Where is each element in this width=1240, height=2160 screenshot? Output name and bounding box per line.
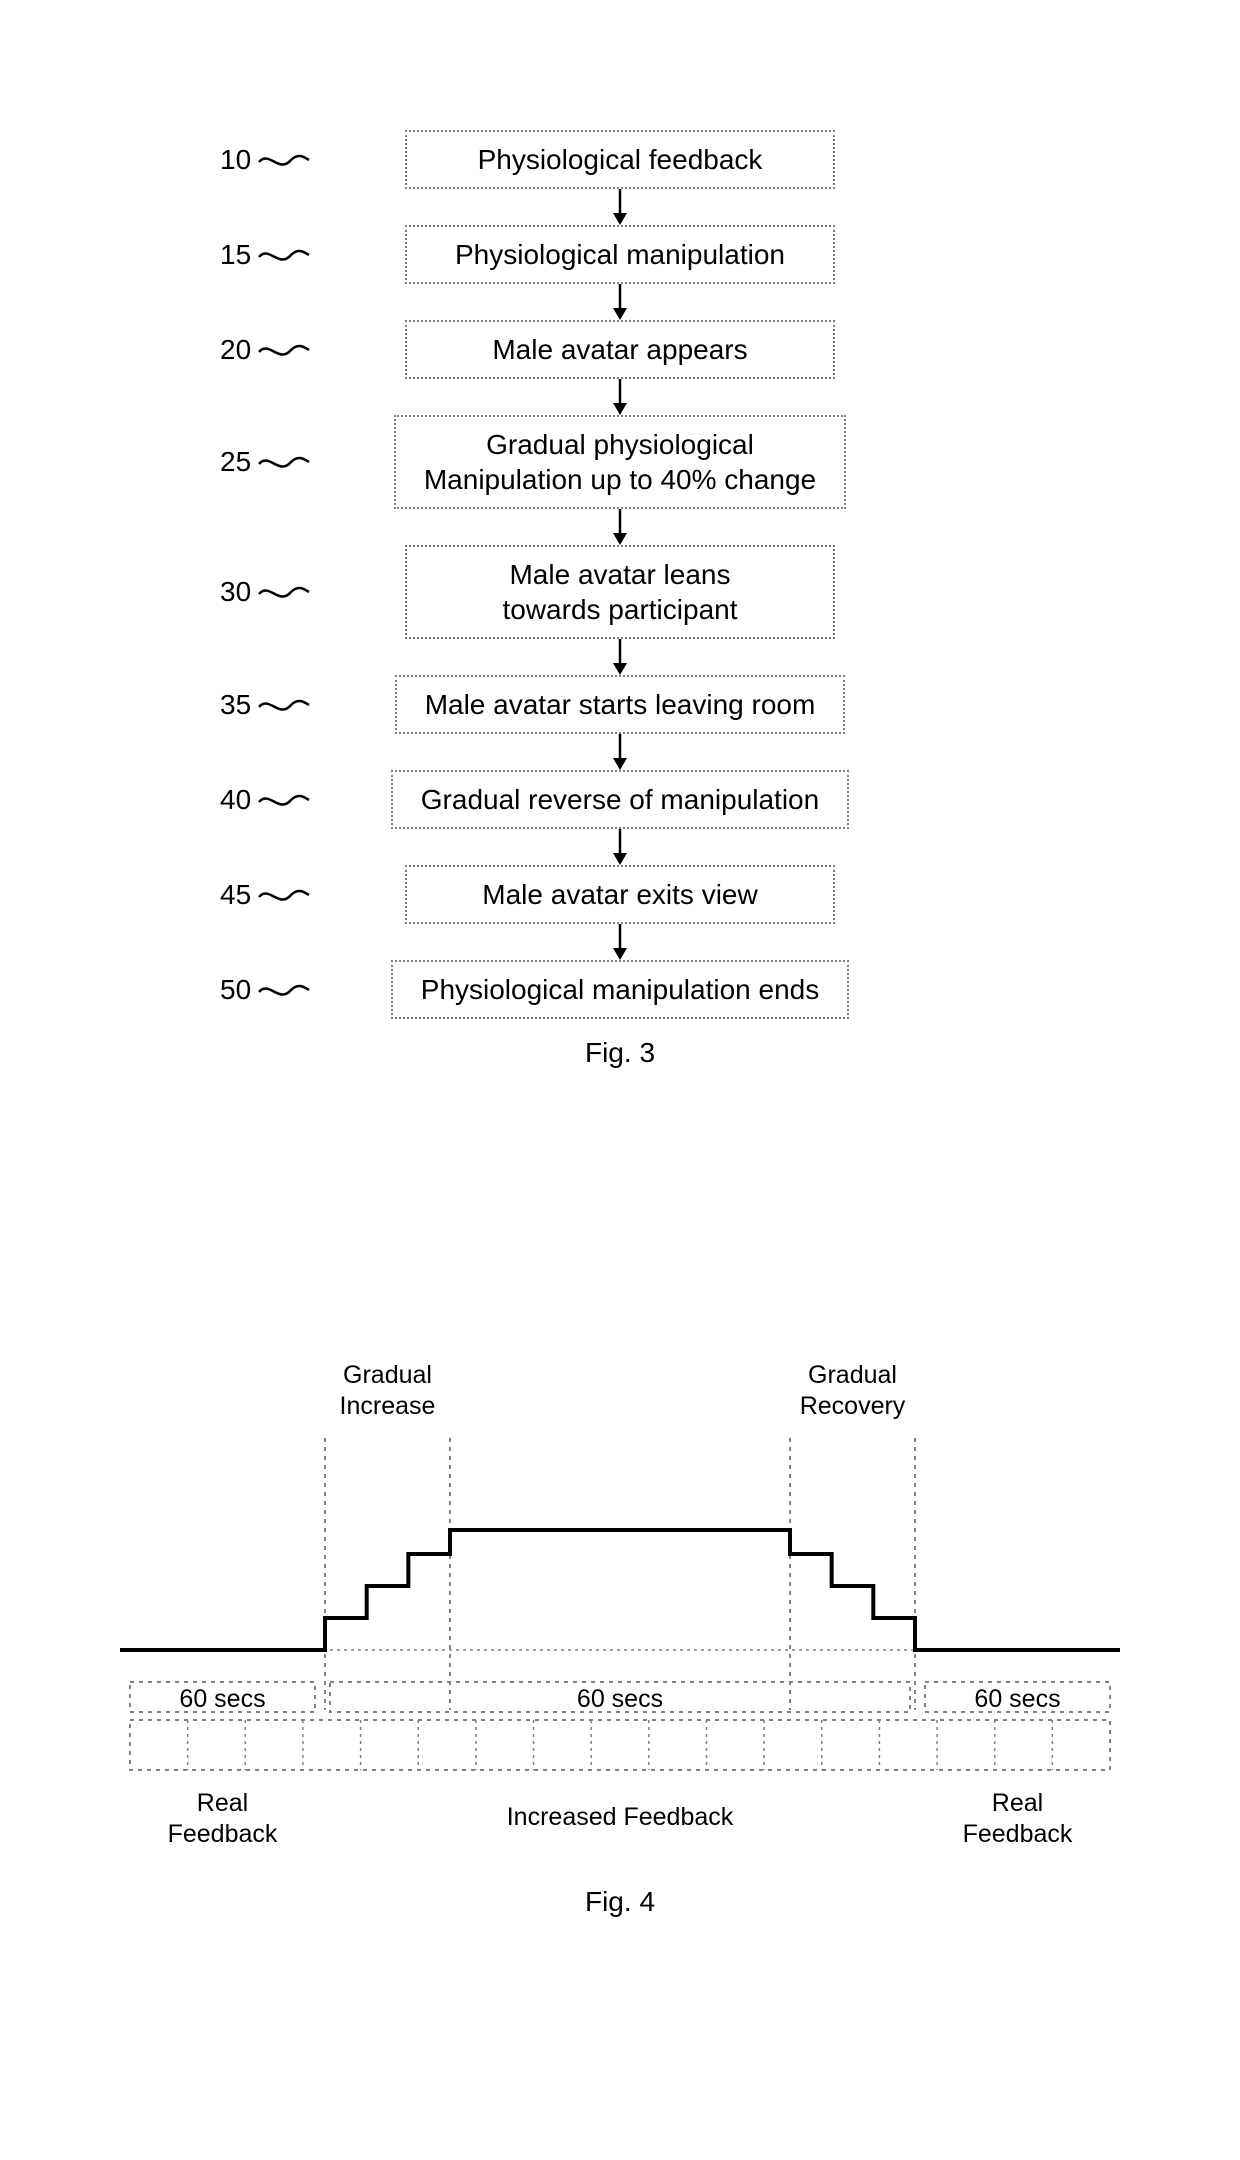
fig4-bottom-increased: Increased Feedback — [507, 1802, 734, 1833]
fig3-flowchart: 10 Physiological feedback 15 Physiological … — [0, 130, 1240, 1069]
flow-node: Physiological manipulation ends — [391, 960, 849, 1019]
flow-ref: 30 — [220, 576, 311, 608]
flow-arrow-down — [609, 639, 631, 675]
flow-ref-number: 45 — [220, 879, 251, 911]
fig4-bottom-real-left: RealFeedback — [168, 1788, 278, 1851]
flow-arrow-down — [609, 284, 631, 320]
connector-curve-icon — [257, 338, 311, 362]
connector-curve-icon — [257, 978, 311, 1002]
flow-node: Male avatar appears — [405, 320, 835, 379]
connector-curve-icon — [257, 693, 311, 717]
flow-row: 30 Male avatar leanstowards participant — [0, 545, 1240, 639]
connector-curve-icon — [257, 148, 311, 172]
flow-row: 15 Physiological manipulation — [0, 225, 1240, 284]
flow-ref-number: 35 — [220, 689, 251, 721]
fig4-label-gradual-recovery: GradualRecovery — [800, 1360, 906, 1423]
fig4-caption: Fig. 4 — [120, 1886, 1120, 1918]
flow-ref-number: 15 — [220, 239, 251, 271]
flow-ref: 45 — [220, 879, 311, 911]
connector-curve-icon — [257, 580, 311, 604]
fig4-bottom-real-right: RealFeedback — [963, 1788, 1073, 1851]
flow-row: 35 Male avatar starts leaving room — [0, 675, 1240, 734]
flow-ref: 10 — [220, 144, 311, 176]
fig4-duration-right: 60 secs — [974, 1684, 1060, 1715]
flow-ref-number: 40 — [220, 784, 251, 816]
flow-node: Gradual physiologicalManipulation up to … — [394, 415, 846, 509]
flow-ref-number: 30 — [220, 576, 251, 608]
flow-ref-number: 20 — [220, 334, 251, 366]
flow-ref-number: 10 — [220, 144, 251, 176]
flow-ref: 25 — [220, 446, 311, 478]
flow-ref-number: 25 — [220, 446, 251, 478]
flow-row: 50 Physiological manipulation ends — [0, 960, 1240, 1019]
fig4-duration-center: 60 secs — [577, 1684, 663, 1715]
connector-curve-icon — [257, 788, 311, 812]
connector-curve-icon — [257, 883, 311, 907]
flow-row: 45 Male avatar exits view — [0, 865, 1240, 924]
flow-row: 20 Male avatar appears — [0, 320, 1240, 379]
flow-row: 40 Gradual reverse of manipulation — [0, 770, 1240, 829]
fig4-label-gradual-increase: GradualIncrease — [340, 1360, 436, 1423]
connector-curve-icon — [257, 450, 311, 474]
flow-arrow-down — [609, 189, 631, 225]
flow-arrow-down — [609, 509, 631, 545]
flow-node: Male avatar starts leaving room — [395, 675, 846, 734]
flow-ref: 20 — [220, 334, 311, 366]
flow-node: Male avatar exits view — [405, 865, 835, 924]
flow-arrow-down — [609, 829, 631, 865]
flow-node: Physiological feedback — [405, 130, 835, 189]
flow-ref: 50 — [220, 974, 311, 1006]
flow-node: Male avatar leanstowards participant — [405, 545, 835, 639]
fig3-caption: Fig. 3 — [585, 1037, 655, 1069]
flow-ref: 15 — [220, 239, 311, 271]
flow-ref: 35 — [220, 689, 311, 721]
flow-node: Physiological manipulation — [405, 225, 835, 284]
flow-row: 10 Physiological feedback — [0, 130, 1240, 189]
flow-ref-number: 50 — [220, 974, 251, 1006]
flow-ref: 40 — [220, 784, 311, 816]
connector-curve-icon — [257, 243, 311, 267]
flow-arrow-down — [609, 379, 631, 415]
flow-arrow-down — [609, 924, 631, 960]
flow-arrow-down — [609, 734, 631, 770]
flow-node: Gradual reverse of manipulation — [391, 770, 849, 829]
flow-row: 25 Gradual physiologicalManipulation up t… — [0, 415, 1240, 509]
fig4-duration-left: 60 secs — [179, 1684, 265, 1715]
fig4-container: GradualIncrease GradualRecovery 60 secs 60 … — [120, 1330, 1120, 1890]
